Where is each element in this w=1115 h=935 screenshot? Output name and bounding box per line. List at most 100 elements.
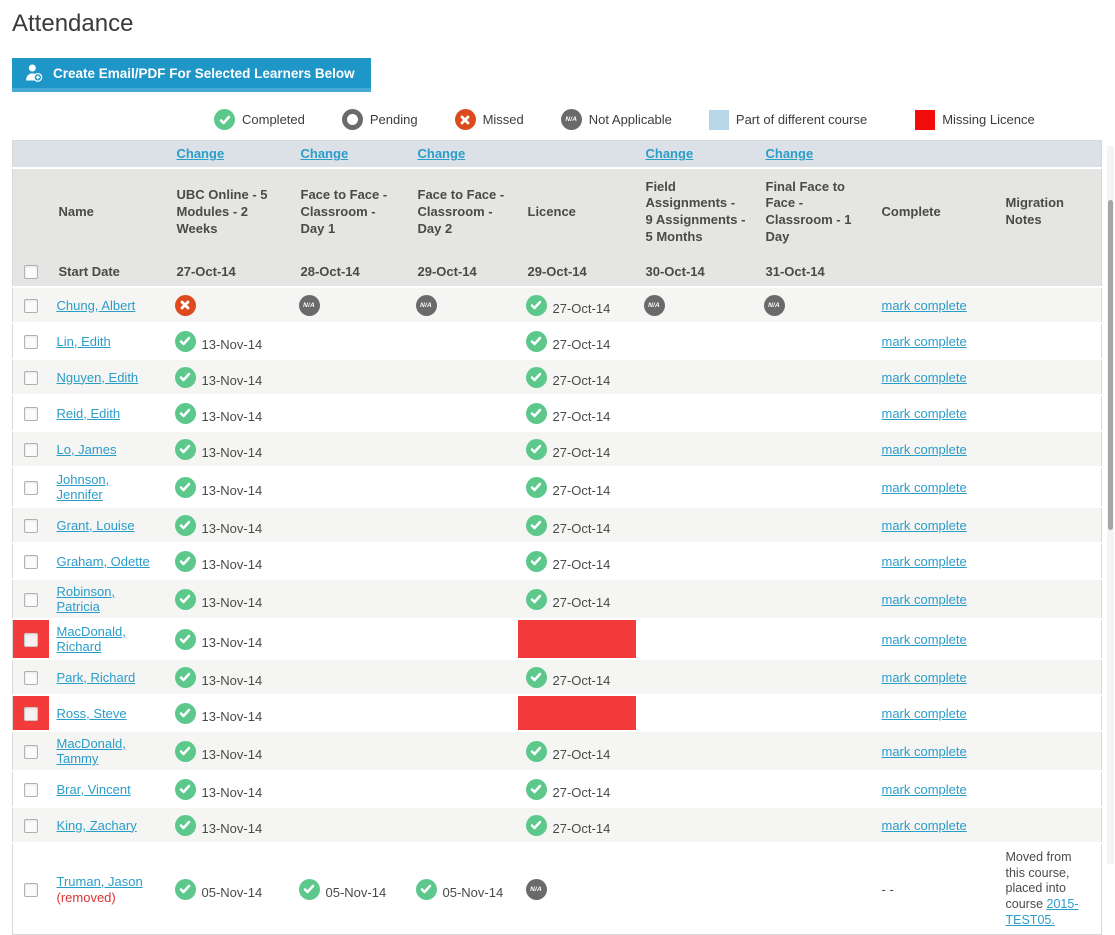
table-row: MacDonald, Tammy 13-Nov-14 27-Oct-14 mark c…	[12, 730, 1102, 772]
status-date: 13-Nov-14	[201, 482, 263, 498]
learner-name-link[interactable]: Grant, Louise	[56, 517, 135, 533]
status-cell-licence: 27-Oct-14	[517, 358, 636, 396]
learner-name-link[interactable]: Robinson, Patricia	[56, 584, 116, 615]
status-cell-day1	[290, 358, 408, 396]
learner-name-link[interactable]: MacDonald, Richard	[56, 624, 126, 655]
status-date: 13-Nov-14	[201, 372, 263, 388]
learner-name-link[interactable]: Truman, Jason	[56, 873, 143, 889]
change-link-ubc[interactable]: Change	[176, 146, 225, 162]
create-email-pdf-label: Create Email/PDF For Selected Learners B…	[53, 65, 355, 81]
column-header-licence: Licence	[527, 203, 576, 219]
mark-complete-link[interactable]: mark complete	[881, 743, 967, 759]
change-link-day2[interactable]: Change	[417, 146, 466, 162]
learner-name-link[interactable]: Ross, Steve	[56, 705, 127, 721]
complete-cell: mark complete	[871, 730, 996, 772]
mark-complete-link[interactable]: mark complete	[881, 669, 967, 685]
table-row: Robinson, Patricia 13-Nov-14 27-Oct-14 mark…	[12, 578, 1102, 620]
mark-complete-link[interactable]: mark complete	[881, 817, 967, 833]
learner-name-link[interactable]: Lo, James	[56, 441, 117, 457]
column-header-ubc: UBC Online - 5 Modules - 2 Weeks	[176, 186, 268, 236]
row-checkbox[interactable]	[23, 670, 38, 685]
status-cell-licence: N/A	[517, 842, 636, 935]
status-cell-field	[635, 542, 756, 580]
change-link-field[interactable]: Change	[645, 146, 694, 162]
status-cell-ubc: 13-Nov-14	[166, 358, 291, 396]
mark-complete-link[interactable]: mark complete	[881, 405, 967, 421]
row-checkbox[interactable]	[23, 706, 38, 721]
learner-name-link[interactable]: Graham, Odette	[56, 553, 150, 569]
legend-item: Missed	[454, 109, 524, 130]
change-link-final[interactable]: Change	[765, 146, 814, 162]
status-cell-final	[755, 322, 872, 360]
mark-complete-link[interactable]: mark complete	[881, 781, 967, 797]
completed-icon	[174, 402, 196, 424]
learner-name-link[interactable]: Park, Richard	[56, 669, 136, 685]
status-cell-day2: 05-Nov-14	[407, 842, 518, 935]
mark-complete-link[interactable]: mark complete	[881, 441, 967, 457]
learner-name-link[interactable]: Brar, Vincent	[56, 781, 131, 797]
learner-name-link[interactable]: MacDonald, Tammy	[56, 736, 126, 767]
mark-complete-link[interactable]: mark complete	[881, 333, 967, 349]
row-checkbox[interactable]	[23, 592, 38, 607]
row-checkbox[interactable]	[23, 370, 38, 385]
status-cell-ubc: 13-Nov-14	[166, 394, 291, 432]
legend-item: Part of different course	[708, 109, 868, 130]
status-date: 27-Oct-14	[552, 520, 611, 536]
learner-name-cell: Lin, Edith	[48, 322, 167, 360]
status-cell-final	[755, 806, 872, 844]
row-checkbox[interactable]	[23, 518, 38, 533]
migration-notes-cell	[995, 466, 1102, 508]
row-checkbox[interactable]	[23, 298, 38, 313]
learner-name-link[interactable]: Reid, Edith	[56, 405, 121, 421]
status-cell-ubc: 05-Nov-14	[166, 842, 291, 935]
row-checkbox[interactable]	[23, 744, 38, 759]
completed-icon	[174, 438, 196, 460]
table-row: Ross, Steve 13-Nov-14 mark complete	[12, 694, 1102, 732]
learner-name-cell: Robinson, Patricia	[48, 578, 167, 620]
learner-name-link[interactable]: Chung, Albert	[56, 297, 136, 313]
status-cell-field	[635, 842, 756, 935]
select-all-checkbox[interactable]	[23, 264, 38, 279]
row-checkbox[interactable]	[23, 406, 38, 421]
learner-name-cell: Nguyen, Edith	[48, 358, 167, 396]
migration-notes-cell	[995, 658, 1102, 696]
change-link-day1[interactable]: Change	[300, 146, 349, 162]
vertical-scrollbar-thumb[interactable]	[1108, 200, 1113, 530]
row-checkbox[interactable]	[23, 442, 38, 457]
migration-notes-cell	[995, 578, 1102, 620]
learner-name-link[interactable]: Johnson, Jennifer	[56, 472, 110, 503]
mark-complete-link[interactable]: mark complete	[881, 553, 967, 569]
status-cell-day2	[407, 694, 518, 732]
completed-icon	[174, 330, 196, 352]
mark-complete-link[interactable]: mark complete	[881, 297, 967, 313]
status-cell-field	[635, 806, 756, 844]
mark-complete-link[interactable]: mark complete	[881, 591, 967, 607]
learner-name-cell: Ross, Steve	[48, 694, 167, 732]
legend-item: Completed	[214, 109, 305, 130]
row-checkbox[interactable]	[23, 334, 38, 349]
migration-course-link[interactable]: 2015-TEST05.	[1005, 896, 1079, 927]
legend-label: Part of different course	[735, 112, 868, 127]
learner-name-cell: MacDonald, Tammy	[48, 730, 167, 772]
status-cell-final	[755, 730, 872, 772]
completed-icon	[174, 550, 196, 572]
learner-name-link[interactable]: Lin, Edith	[56, 333, 111, 349]
learner-name-link[interactable]: Nguyen, Edith	[56, 369, 139, 385]
row-checkbox[interactable]	[23, 480, 38, 495]
learner-name-link[interactable]: King, Zachary	[56, 817, 137, 833]
mark-complete-link[interactable]: mark complete	[881, 705, 967, 721]
mark-complete-link[interactable]: mark complete	[881, 479, 967, 495]
row-checkbox[interactable]	[23, 882, 38, 897]
completed-icon	[174, 778, 196, 800]
missing-licence-cell	[517, 694, 636, 732]
status-cell-final	[755, 658, 872, 696]
create-email-pdf-button[interactable]: Create Email/PDF For Selected Learners B…	[12, 58, 371, 92]
row-checkbox[interactable]	[23, 818, 38, 833]
mark-complete-link[interactable]: mark complete	[881, 631, 967, 647]
mark-complete-link[interactable]: mark complete	[881, 369, 967, 385]
mark-complete-link[interactable]: mark complete	[881, 517, 967, 533]
status-cell-field	[635, 618, 756, 660]
row-checkbox[interactable]	[23, 554, 38, 569]
row-checkbox[interactable]	[23, 632, 38, 647]
row-checkbox[interactable]	[23, 782, 38, 797]
